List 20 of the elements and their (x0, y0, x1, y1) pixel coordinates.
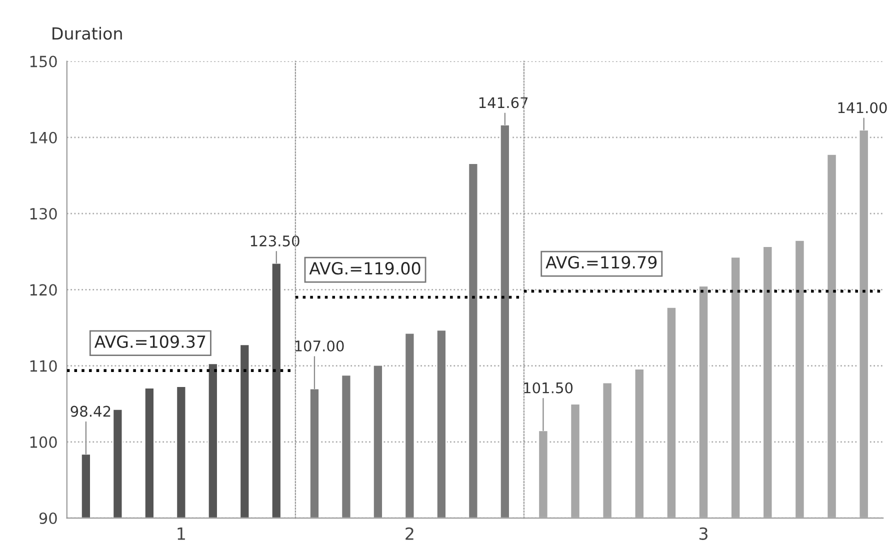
data-label: 101.50 (524, 382, 573, 394)
ref-line-label: AVG.=119.00 (309, 262, 420, 275)
y-tick-label: 90 (39, 512, 57, 524)
data-label: 98.42 (70, 406, 110, 417)
data-label: 141.00 (838, 102, 887, 114)
y-tick-label: 130 (30, 208, 57, 220)
x-tick-label: 2 (406, 527, 414, 540)
x-tick-label: 1 (178, 528, 185, 540)
data-label: 123.50 (250, 235, 300, 246)
y-axis-title: Duration (52, 26, 122, 40)
y-tick-label: 150 (30, 56, 57, 68)
ref-line-label: AVG.=109.37 (94, 335, 206, 348)
data-label: 107.00 (295, 340, 344, 352)
y-tick-label: 100 (30, 436, 57, 448)
data-label: 141.67 (479, 97, 528, 108)
ref-line-label: AVG.=119.79 (546, 256, 657, 269)
y-tick-label: 140 (30, 132, 57, 144)
x-tick-label: 3 (699, 527, 708, 540)
y-tick-label: 120 (30, 284, 57, 296)
y-tick-label: 110 (30, 360, 57, 372)
